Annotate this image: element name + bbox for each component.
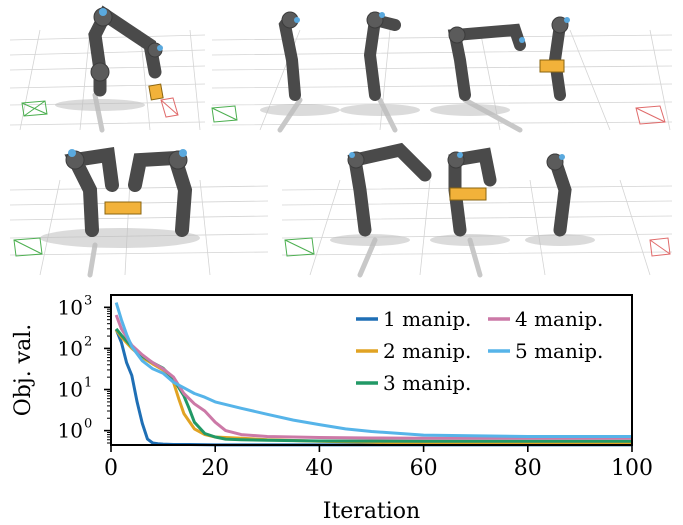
y-tick-label: 10 [58, 336, 83, 360]
snapshot-1-manip [9, 0, 206, 135]
x-tick-label: 100 [611, 456, 653, 481]
y-tick-exponent: 2 [84, 334, 92, 349]
snapshot-5-manip [281, 140, 673, 278]
x-tick-label: 20 [201, 456, 229, 481]
y-tick-label: 10 [58, 378, 83, 402]
series-line-5 [114, 302, 632, 438]
snapshot-3-manip [211, 0, 673, 135]
x-tick-label: 80 [514, 456, 542, 481]
snapshot-2-manip [9, 140, 269, 278]
y-tick-exponent: 3 [84, 293, 92, 308]
series-layer [114, 302, 632, 447]
legend-label-4: 4 manip. [515, 307, 603, 331]
x-axis-label: Iteration [323, 499, 420, 524]
legend-label-1: 1 manip. [383, 307, 471, 331]
x-tick-label: 0 [104, 456, 118, 481]
series-line-4 [114, 314, 632, 440]
y-tick-label: 10 [58, 295, 83, 319]
x-tick-label: 40 [305, 456, 333, 481]
y-tick-exponent: 0 [84, 417, 92, 432]
x-tick-label: 60 [410, 456, 438, 481]
legend-label-5: 5 manip. [515, 339, 603, 363]
x-axis: 0 20 40 60 80 100 [104, 445, 653, 481]
y-axis-label: Obj. val. [11, 324, 36, 417]
y-tick-exponent: 1 [84, 376, 92, 391]
simulation-snapshots [9, 0, 673, 278]
y-tick-label: 10 [58, 419, 83, 443]
legend-label-3: 3 manip. [383, 371, 471, 395]
legend: 1 manip. 2 manip. 3 manip. 4 manip. 5 manip. [356, 307, 603, 395]
legend-label-2: 2 manip. [383, 339, 471, 363]
